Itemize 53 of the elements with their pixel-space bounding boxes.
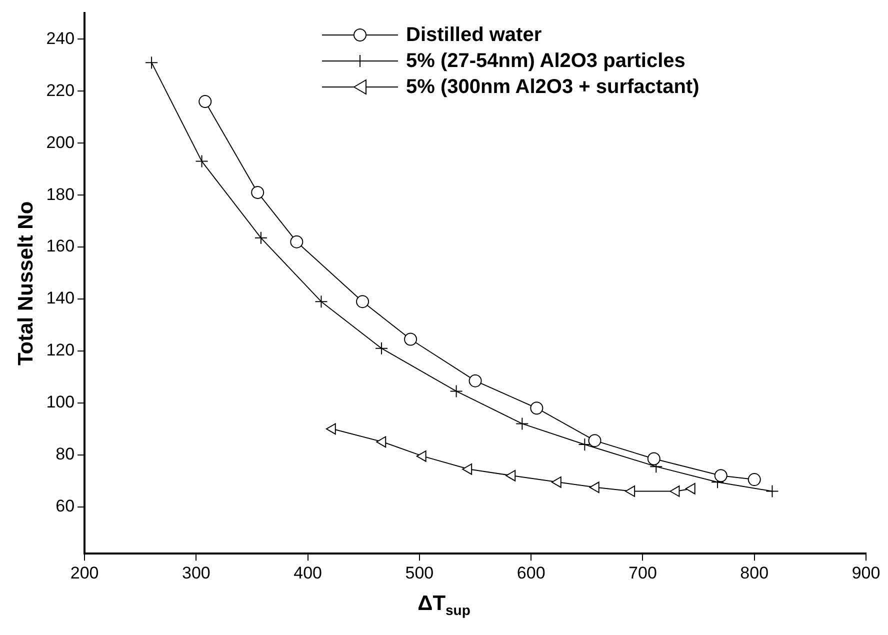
x-tick-label: 600 [516,563,546,582]
point [625,486,636,497]
point [685,482,696,494]
y-tick-label: 220 [46,80,75,100]
point [145,56,158,70]
y-tick-label: 120 [46,340,75,360]
x-tick-label: 300 [182,563,210,582]
point [530,402,544,415]
x-tick-label: 200 [70,563,99,582]
point [516,417,529,430]
y-tick-label: 160 [46,236,75,256]
y-tick-label: 180 [46,184,75,204]
x-axis-title: ΔT$_{sup}$ [416,592,472,618]
point [589,482,600,494]
point [766,484,779,498]
point [551,476,562,488]
point [714,469,728,482]
legend-label: 5% (27-54nm) Al2O3 particles [406,50,686,72]
point [198,95,212,108]
x-tick-label: 800 [740,563,769,582]
point [462,463,472,475]
y-tick-label: 240 [46,28,75,48]
y-tick-label: 100 [46,392,75,412]
y-tick-label: 200 [46,132,75,152]
point [450,384,463,398]
y-axis-title: Total Nusselt No [14,201,38,366]
point [647,452,660,466]
point [376,436,386,448]
point [588,434,602,448]
x-tick-label: 500 [405,563,434,582]
x-tick-label: 400 [294,563,322,582]
point [254,231,268,244]
y-tick-label: 140 [46,288,75,308]
y-tick-label: 60 [56,496,75,516]
legend-label: Distilled water [406,24,542,46]
point [251,186,264,199]
point [670,486,680,497]
point [326,423,336,435]
point [506,470,516,482]
point [748,473,761,486]
point [314,295,328,308]
point [290,235,304,248]
legend-label: 5% (300nm Al2O3 + surfactant) [406,76,700,98]
x-tick-label: 900 [852,563,880,582]
point [404,332,418,346]
point [578,438,592,451]
point [468,374,482,388]
y-tick-label: 80 [56,444,75,464]
point [375,342,388,355]
point [356,295,370,308]
point [195,154,208,168]
x-tick-label: 700 [628,563,657,582]
point [416,450,426,462]
